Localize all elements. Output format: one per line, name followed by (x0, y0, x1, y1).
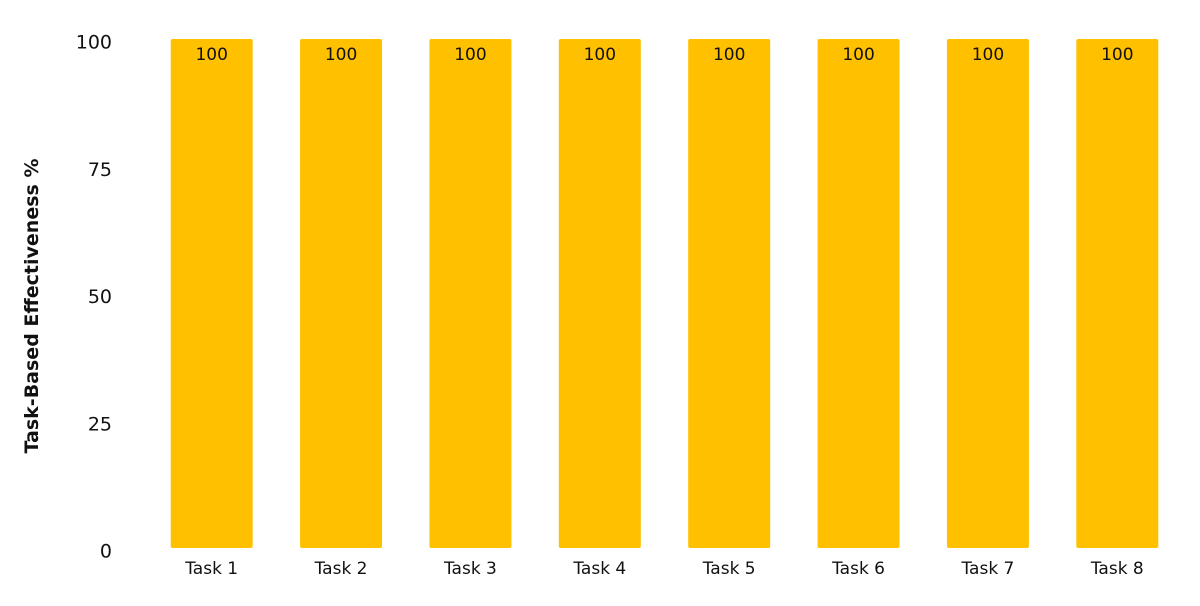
x-tick-label: Task 8 (1090, 559, 1144, 579)
y-tick-label: 75 (88, 159, 112, 181)
bar-value-label: 100 (584, 45, 616, 65)
bar-value-label: 100 (842, 45, 874, 65)
bar (688, 39, 771, 548)
y-tick-label: 25 (88, 413, 112, 435)
bar (817, 39, 900, 548)
y-axis-title: Task-Based Effectiveness % (21, 159, 43, 454)
bar-value-label: 100 (454, 45, 486, 65)
bar (170, 39, 253, 548)
x-tick-label: Task 5 (702, 559, 756, 579)
x-tick-label: Task 3 (443, 559, 497, 579)
bar-value-label: 100 (195, 45, 227, 65)
data-labels-group: 100 100 100 100 100 100 100 100 (195, 45, 1133, 65)
x-tick-label: Task 2 (314, 559, 368, 579)
bar-value-label: 100 (972, 45, 1004, 65)
y-axis-ticks: 0 25 50 75 100 (76, 32, 112, 563)
bars-group (170, 39, 1159, 548)
x-tick-label: Task 4 (572, 559, 626, 579)
y-tick-label: 100 (76, 32, 112, 54)
x-axis-labels: Task 1 Task 2 Task 3 Task 4 Task 5 Task 6 Task… (184, 559, 1144, 579)
x-tick-label: Task 6 (831, 559, 885, 579)
y-tick-label: 50 (88, 286, 112, 308)
bar-value-label: 100 (325, 45, 357, 65)
bar (1076, 39, 1159, 548)
x-tick-label: Task 7 (960, 559, 1014, 579)
bar-value-label: 100 (1101, 45, 1133, 65)
x-tick-label: Task 1 (184, 559, 238, 579)
bar (300, 39, 383, 548)
y-tick-label: 0 (100, 541, 112, 563)
bar (429, 39, 512, 548)
bar (946, 39, 1029, 548)
bar (558, 39, 641, 548)
bar-value-label: 100 (713, 45, 745, 65)
